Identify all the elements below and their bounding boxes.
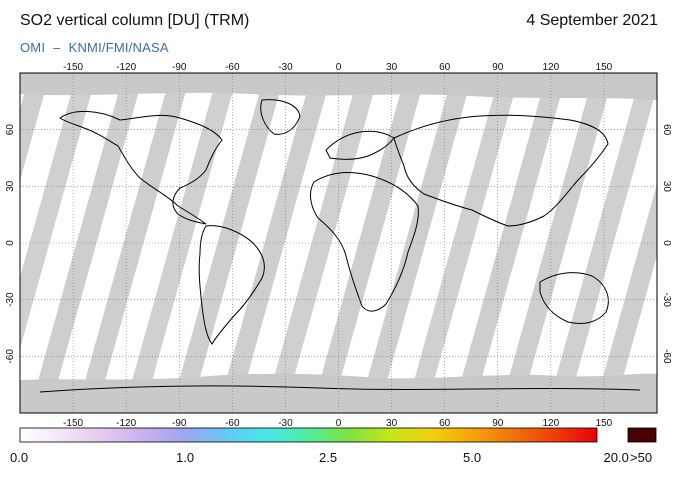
north-america-outline — [59, 110, 223, 225]
asia-outline — [393, 114, 609, 227]
colorbar — [19, 427, 598, 443]
australia-outline — [539, 272, 609, 325]
orbit-swath — [499, 73, 614, 413]
colorbar-overflow-swatch — [627, 427, 657, 443]
lon-tick-label-bottom: 120 — [542, 418, 559, 429]
lon-tick-label-bottom: 30 — [386, 418, 398, 429]
lon-tick-label-top: 150 — [596, 62, 613, 73]
lat-tick-label-right: 60 — [661, 124, 672, 136]
orbit-swaths — [20, 73, 657, 413]
lon-tick-label-bottom: -120 — [116, 418, 136, 429]
orbit-swath — [20, 73, 97, 349]
greenland-outline — [260, 99, 301, 135]
orbit-swath — [405, 73, 520, 413]
lon-tick-label-bottom: -60 — [225, 418, 240, 429]
credit-instrument: OMI — [20, 40, 46, 55]
lon-tick-label-bottom: 90 — [492, 418, 504, 429]
antarctica-outline — [39, 385, 641, 393]
colorbar-tick-label: 0.0 — [10, 450, 29, 465]
data-credit: OMI – KNMI/FMI/NASA — [20, 40, 177, 55]
lat-tick-label-left: 0 — [5, 240, 16, 246]
orbit-swath — [76, 73, 191, 413]
lon-tick-label-top: 30 — [386, 62, 398, 73]
credit-separator: – — [53, 40, 61, 55]
lon-tick-label-top: 120 — [542, 62, 559, 73]
lon-tick-label-top: 90 — [492, 62, 504, 73]
left-latitude-ticks: 60 30 0 -30 -60 — [5, 124, 16, 364]
lon-tick-label-bottom: -90 — [172, 418, 187, 429]
lon-tick-label-top: -30 — [278, 62, 293, 73]
map-date: 4 September 2021 — [526, 12, 658, 29]
lat-tick-label-left: -60 — [5, 349, 16, 364]
lat-tick-label-right: -60 — [661, 349, 672, 364]
colorbar-tick-label: 5.0 — [463, 450, 482, 465]
graticule — [20, 73, 657, 413]
lat-tick-label-right: 30 — [661, 181, 672, 193]
lon-tick-label-bottom: -150 — [63, 418, 83, 429]
lat-tick-label-left: 30 — [5, 180, 16, 192]
map-area — [20, 73, 657, 413]
lon-tick-label-bottom: 60 — [439, 418, 451, 429]
right-latitude-ticks: 60 30 0 -30 -60 — [661, 124, 672, 364]
lon-tick-label-top: 60 — [439, 62, 451, 73]
lat-tick-label-left: 60 — [5, 124, 16, 136]
lon-tick-label-top: -90 — [172, 62, 187, 73]
colorbar-overflow-label: >50 — [630, 450, 653, 465]
colorbar-tick-label: 1.0 — [176, 450, 195, 465]
map-frame — [19, 72, 658, 414]
lon-tick-label-top: -60 — [225, 62, 240, 73]
top-longitude-ticks: -150 -120 -90 -60 -30 0 30 60 90 120 150 — [63, 62, 613, 73]
lat-tick-label-right: 0 — [661, 240, 672, 246]
south-america-outline — [198, 225, 265, 345]
map-title: SO2 vertical column [DU] (TRM) — [20, 12, 250, 29]
orbit-swath — [358, 73, 473, 413]
lat-tick-label-right: -30 — [661, 292, 672, 307]
lon-tick-label-top: -120 — [116, 62, 136, 73]
bottom-longitude-ticks: -150 -120 -90 -60 -30 0 30 60 90 120 150 — [63, 418, 613, 429]
colorbar-tick-label: 2.5 — [319, 450, 338, 465]
africa-outline — [310, 172, 419, 312]
coastlines — [39, 99, 641, 393]
lon-tick-label-bottom: 150 — [596, 418, 613, 429]
orbit-swath — [593, 183, 657, 413]
lon-tick-label-top: 0 — [336, 62, 342, 73]
colorbar-tick-label: 20.0 — [603, 450, 629, 465]
credit-agencies: KNMI/FMI/NASA — [68, 40, 169, 55]
lat-tick-label-left: -30 — [5, 292, 16, 307]
orbit-swath — [264, 73, 379, 413]
lon-tick-label-top: -150 — [63, 62, 83, 73]
orbit-swath — [123, 73, 238, 413]
lon-tick-label-bottom: -30 — [278, 418, 293, 429]
orbit-swath — [546, 73, 657, 413]
orbit-swath — [217, 73, 332, 413]
lon-tick-label-bottom: 0 — [336, 418, 342, 429]
orbit-swath — [20, 73, 50, 181]
